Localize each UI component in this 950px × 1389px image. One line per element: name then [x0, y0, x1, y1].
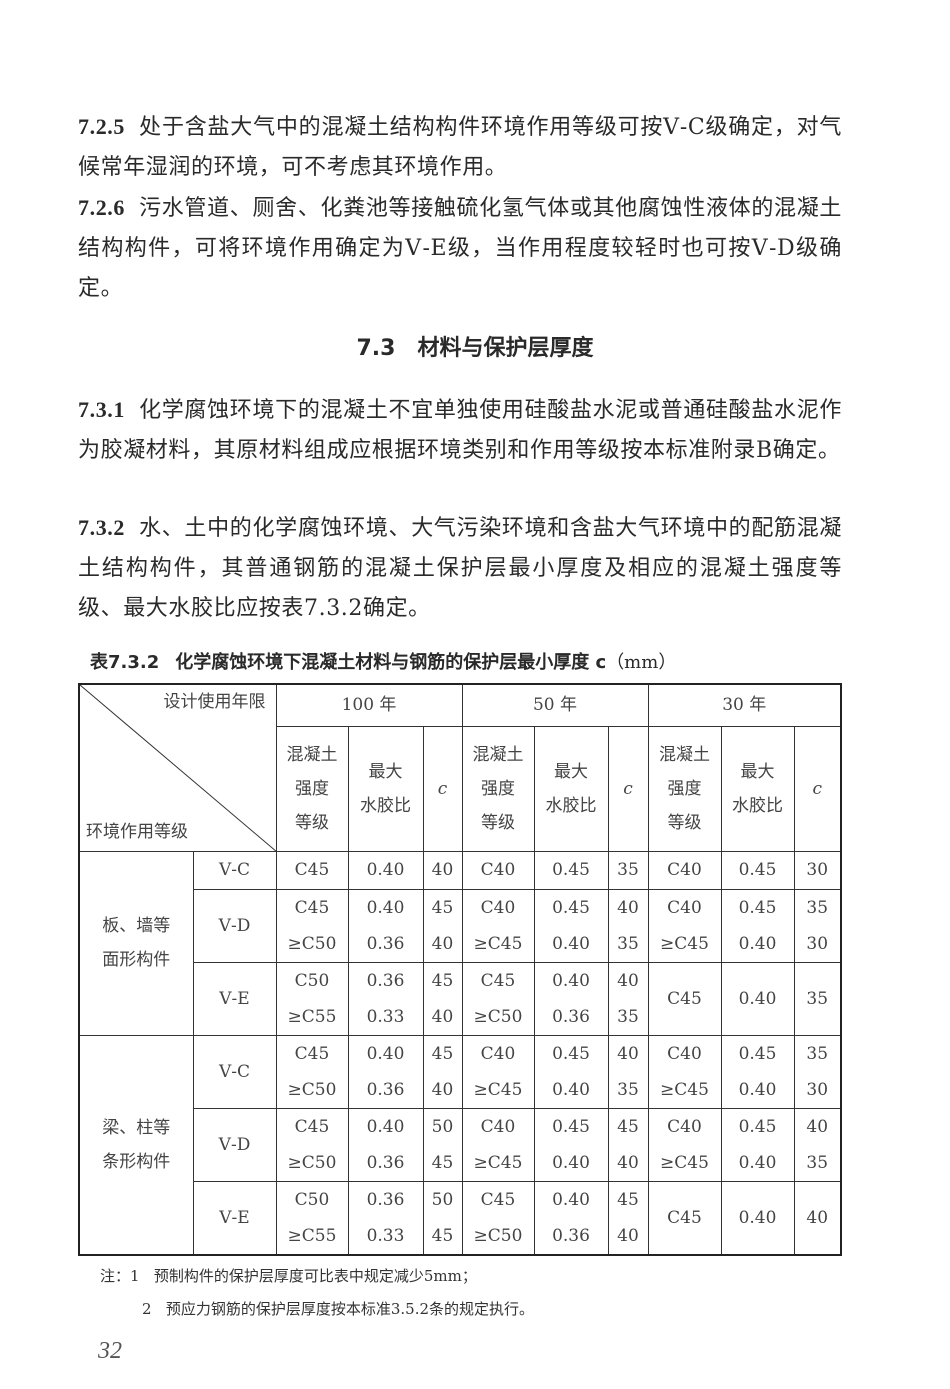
table-caption: 表7.3.2 化学腐蚀环境下混凝土材料与钢筋的保护层最小厚度 c（mm） — [90, 652, 677, 673]
cell-c: 35 — [793, 961, 842, 1036]
cell-g: C45 — [647, 1180, 722, 1255]
cell-w: 0.45 0.40 — [533, 1034, 609, 1109]
subheader-grade: 混凝土 强度 等级 — [461, 725, 535, 852]
exposure-level: Ⅴ-D — [192, 888, 277, 963]
cell-w: 0.45 0.40 — [720, 1034, 795, 1109]
clause-7-3-2: 7.3.2 水、土中的化学腐蚀环境、大气污染环境和含盐大气环境中的配筋混凝土结构构… — [78, 515, 842, 621]
cell-c: 40 35 — [607, 888, 649, 963]
cell-c: 45 40 — [422, 961, 463, 1036]
exposure-level: Ⅴ-C — [192, 850, 277, 890]
cell-w: 0.40 0.36 — [347, 888, 424, 963]
cell-c: 50 45 — [422, 1107, 463, 1182]
cell-w: 0.36 0.33 — [347, 1180, 424, 1255]
subheader-wb: 最大 水胶比 — [347, 725, 424, 852]
cell-g: C45 ≥C50 — [461, 1180, 535, 1255]
page-number: 32 — [98, 1338, 122, 1364]
cell-c: 40 — [422, 850, 463, 890]
exposure-level: Ⅴ-E — [192, 1180, 277, 1255]
cell-g: C40 — [647, 850, 722, 890]
cell-w: 0.40 — [347, 850, 424, 890]
cell-w: 0.45 0.40 — [533, 1107, 609, 1182]
table-row: Ⅴ-E C50 ≥C55 0.36 0.33 50 45 C45 ≥C50 0.40 0.36 45 4… — [79, 1180, 842, 1255]
cell-g: C45 ≥C50 — [275, 888, 349, 963]
period-header: 50 年 — [461, 683, 649, 727]
table-row: Ⅴ-D C45 ≥C50 0.40 0.36 50 45 C40 ≥C45 0.45 0.40 45 4… — [79, 1107, 842, 1182]
subheader-c: c — [607, 725, 649, 852]
cell-g: C40 ≥C45 — [647, 888, 722, 963]
cell-g: C45 ≥C50 — [275, 1107, 349, 1182]
cell-c: 40 35 — [607, 961, 649, 1036]
cell-c: 45 40 — [422, 888, 463, 963]
cell-c: 40 — [793, 1180, 842, 1255]
subheader-wb: 最大 水胶比 — [720, 725, 795, 852]
member-group: 梁、柱等 条形构件 — [78, 1034, 194, 1255]
subheader-wb: 最大 水胶比 — [533, 725, 609, 852]
cell-w: 0.45 — [720, 850, 795, 890]
exposure-level: Ⅴ-E — [192, 961, 277, 1036]
cell-g: C50 ≥C55 — [275, 961, 349, 1036]
cell-w: 0.45 0.40 — [720, 1107, 795, 1182]
cell-w: 0.45 — [533, 850, 609, 890]
cell-c: 40 35 — [793, 1107, 842, 1182]
cell-g: C50 ≥C55 — [275, 1180, 349, 1255]
cell-w: 0.40 0.36 — [533, 1180, 609, 1255]
exposure-level: Ⅴ-C — [192, 1034, 277, 1109]
corner-header: 设计使用年限 环境作用等级 — [78, 683, 277, 852]
cell-g: C40 ≥C45 — [647, 1107, 722, 1182]
section-heading: 7.3 材料与保护层厚度 — [356, 336, 594, 361]
subheader-c: c — [793, 725, 842, 852]
cell-c: 50 45 — [422, 1180, 463, 1255]
exposure-level: Ⅴ-D — [192, 1107, 277, 1182]
cell-w: 0.45 0.40 — [720, 888, 795, 963]
cell-c: 40 35 — [607, 1034, 649, 1109]
clause-7-2-6: 7.2.6 污水管道、厕舍、化粪池等接触硫化氢气体或其他腐蚀性液体的混凝土结构构件… — [78, 195, 842, 301]
cell-w: 0.40 0.36 — [347, 1034, 424, 1109]
clause-7-2-5: 7.2.5 处于含盐大气中的混凝土结构构件环境作用等级可按Ⅴ-C级确定，对气候常年… — [78, 114, 842, 180]
subheader-c: c — [422, 725, 463, 852]
cell-w: 0.40 0.36 — [533, 961, 609, 1036]
cell-w: 0.40 — [720, 1180, 795, 1255]
cell-g: C40 ≥C45 — [461, 1107, 535, 1182]
member-group: 板、墙等 面形构件 — [78, 850, 194, 1036]
cell-c: 30 — [793, 850, 842, 890]
cell-g: C40 ≥C45 — [461, 888, 535, 963]
clause-7-3-1: 7.3.1 化学腐蚀环境下的混凝土不宜单独使用硅酸盐水泥或普通硅酸盐水泥作为胶凝材… — [78, 397, 842, 463]
cell-g: C40 — [461, 850, 535, 890]
cell-g: C45 — [275, 850, 349, 890]
cell-w: 0.45 0.40 — [533, 888, 609, 963]
cell-c: 35 30 — [793, 888, 842, 963]
table-notes: 注：1 预制构件的保护层厚度可比表中规定减少5mm； 2 预应力钢筋的保护层厚度… — [100, 1267, 535, 1318]
cell-c: 35 30 — [793, 1034, 842, 1109]
subheader-grade: 混凝土 强度 等级 — [275, 725, 349, 852]
cell-w: 0.36 0.33 — [347, 961, 424, 1036]
cell-c: 45 40 — [422, 1034, 463, 1109]
cell-g: C45 — [647, 961, 722, 1036]
cell-w: 0.40 — [720, 961, 795, 1036]
cell-c: 35 — [607, 850, 649, 890]
cell-g: C40 ≥C45 — [647, 1034, 722, 1109]
table-row: Ⅴ-D C45 ≥C50 0.40 0.36 45 40 C40 ≥C45 0.45 0.40 40 3… — [79, 888, 842, 963]
diagonal-line — [80, 685, 277, 852]
cell-w: 0.40 0.36 — [347, 1107, 424, 1182]
cell-g: C45 ≥C50 — [461, 961, 535, 1036]
cell-g: C45 ≥C50 — [275, 1034, 349, 1109]
cell-c: 45 40 — [607, 1180, 649, 1255]
period-header: 30 年 — [647, 683, 842, 727]
cell-g: C40 ≥C45 — [461, 1034, 535, 1109]
subheader-grade: 混凝土 强度 等级 — [647, 725, 722, 852]
table-row: Ⅴ-E C50 ≥C55 0.36 0.33 45 40 C45 ≥C50 0.40 0.36 40 3… — [79, 961, 842, 1036]
cell-c: 45 40 — [607, 1107, 649, 1182]
table-row: 板、墙等 面形构件 Ⅴ-C C45 0.40 40 C40 0.45 35 C40 0.45 30 — [78, 850, 842, 1036]
period-header: 100 年 — [275, 683, 463, 727]
cover-thickness-table: 设计使用年限 环境作用等级 100 年 50 年 30 年 混凝土 强度 等级 最大水… — [78, 683, 842, 1256]
table-row: 梁、柱等 条形构件 Ⅴ-C C45 ≥C50 0.40 0.36 45 40 C40 ≥C45 0.4… — [78, 1034, 842, 1255]
